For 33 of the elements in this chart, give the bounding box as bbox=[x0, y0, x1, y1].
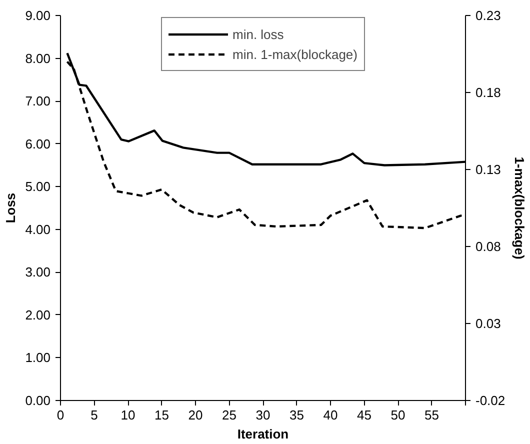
x-tick-label: 30 bbox=[256, 408, 270, 422]
x-tick-label: 35 bbox=[290, 408, 304, 422]
y2-axis-title: 1-max(blockage) bbox=[512, 156, 528, 260]
y2-tick-label: 0.13 bbox=[476, 162, 501, 177]
y2-tick-label: 0.23 bbox=[476, 8, 501, 23]
y-tick-label: 4.00 bbox=[25, 222, 51, 237]
y-tick-label: 8.00 bbox=[25, 50, 51, 66]
x-tick-label: 15 bbox=[154, 408, 169, 422]
x-tick-label: 40 bbox=[323, 408, 338, 422]
y2-tick-label: 0.03 bbox=[476, 316, 501, 331]
y-tick-label: 3.00 bbox=[25, 264, 51, 280]
x-tick-label: 55 bbox=[424, 408, 439, 422]
x-tick-label: 0 bbox=[56, 408, 64, 422]
x-axis-title: Iteration bbox=[237, 426, 289, 442]
x-tick-label: 25 bbox=[222, 408, 236, 422]
legend-label: min. 1-max(blockage) bbox=[232, 46, 358, 62]
y-axis-title: Loss bbox=[3, 192, 18, 224]
y-tick-label: 6.00 bbox=[25, 136, 51, 152]
y-tick-label: 2.00 bbox=[25, 307, 51, 322]
y2-tick-label: 0.08 bbox=[476, 239, 501, 254]
y-tick-label: 0.00 bbox=[25, 393, 51, 408]
y-tick-label: 5.00 bbox=[25, 179, 51, 194]
x-tick-label: 20 bbox=[188, 408, 203, 422]
x-tick-label: 10 bbox=[120, 408, 136, 422]
x-tick-label: 5 bbox=[90, 408, 98, 422]
y-tick-label: 7.00 bbox=[25, 94, 51, 109]
y2-tick-label: -0.02 bbox=[476, 393, 506, 408]
legend-label: min. loss bbox=[232, 26, 284, 42]
x-tick-label: 45 bbox=[357, 408, 372, 422]
x-tick-label: 50 bbox=[390, 408, 406, 422]
y-tick-label: 9.00 bbox=[25, 8, 51, 23]
y-tick-label: 1.00 bbox=[25, 350, 51, 366]
y2-tick-label: 0.18 bbox=[476, 85, 501, 100]
